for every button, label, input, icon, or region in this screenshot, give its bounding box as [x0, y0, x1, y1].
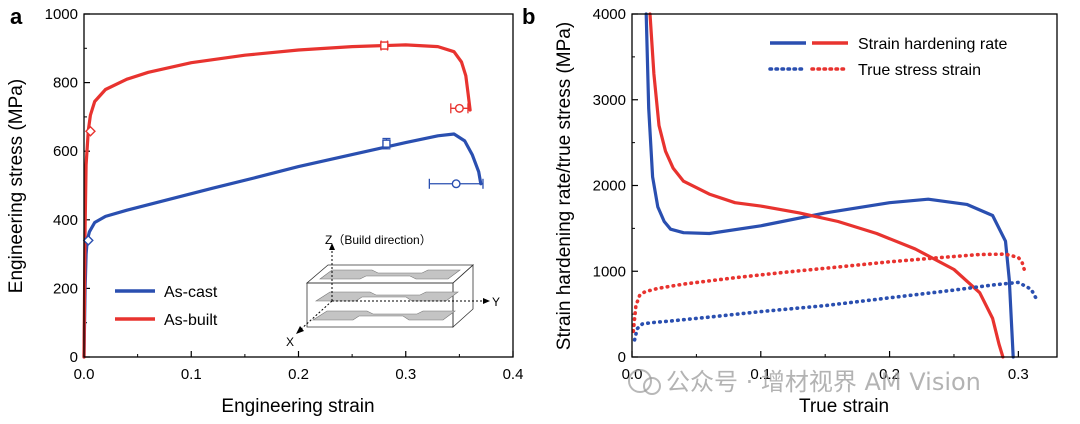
panel-b-plot-frame	[631, 13, 1058, 358]
y-tick-label: 0	[618, 349, 626, 366]
marker-as-cast-circle	[451, 179, 461, 189]
y-tick-label: 800	[53, 75, 78, 92]
marker-as-cast-square	[382, 139, 391, 148]
y-tick-label: 600	[53, 143, 78, 160]
panel-a-x-axis-label: Engineering strain	[221, 396, 374, 417]
y-tick-label: 200	[53, 280, 78, 297]
inset-specimens	[311, 269, 461, 321]
watermark: 公众号 · 增材视界 AM Vision	[628, 368, 981, 396]
panel-b-y-axis-label: Strain hardening rate/true stress (MPa)	[554, 22, 575, 350]
x-tick-label: 0.3	[395, 366, 416, 383]
y-tick-label: 1000	[593, 263, 626, 280]
marker-as-cast-diamond	[82, 234, 94, 246]
legend-label-as-cast: As-cast	[164, 284, 218, 301]
inset-x-label: X	[286, 335, 294, 349]
series-line-true-stress-strain-as-cast	[632, 280, 1040, 342]
panel-b-x-axis-label: True strain	[799, 396, 889, 417]
marker-as-built-diamond	[84, 125, 96, 137]
legend-label-strain-hardening-rate: Strain hardening rate	[858, 36, 1008, 53]
watermark-text: 公众号 · 增材视界 AM Vision	[666, 368, 981, 396]
legend-label-true-stress-strain: True stress strain	[858, 62, 981, 79]
panel-a-y-tick-labels: 0 200 400 600 800 1000	[45, 6, 78, 366]
panel-a-x-tick-labels: 0.0 0.1 0.2 0.3 0.4	[74, 366, 524, 383]
x-tick-label: 0.0	[74, 366, 95, 383]
marker-as-built-square	[380, 41, 389, 50]
legend-label-as-built: As-built	[164, 312, 218, 329]
x-tick-label: 0.1	[181, 366, 202, 383]
y-tick-label: 1000	[45, 6, 78, 23]
x-tick-label: 0.3	[1008, 366, 1029, 383]
x-tick-label: 0.2	[288, 366, 309, 383]
y-tick-label: 4000	[593, 6, 626, 23]
marker-as-built-circle	[454, 103, 464, 113]
x-tick-label: 0.1	[750, 366, 771, 383]
x-tick-label: 0.2	[879, 366, 900, 383]
series-line-strain-hardening-rate-as-cast	[644, 12, 1015, 359]
panel-a-legend: As-cast As-built	[115, 284, 218, 329]
inset-y-label: Y	[492, 295, 500, 309]
panel-a-markers	[82, 40, 484, 246]
inset-axes	[296, 243, 490, 334]
panel-b-label: b	[522, 4, 535, 29]
y-tick-label: 0	[70, 349, 78, 366]
y-tick-label: 2000	[593, 178, 626, 195]
panel-a-label: a	[10, 4, 23, 29]
y-tick-label: 3000	[593, 92, 626, 109]
panel-b-series	[631, 12, 1040, 359]
wechat-icon-bubble	[643, 377, 661, 395]
series-line-strain-hardening-rate-as-built	[648, 12, 1005, 359]
panel-a-y-axis-label: Engineering stress (MPa)	[6, 79, 27, 293]
series-line-true-stress-strain-as-built	[631, 252, 1027, 334]
panel-b-legend: Strain hardening rate True stress strain	[768, 36, 1008, 79]
inset-z-label: Z（Build direction）	[325, 233, 432, 247]
panel-a: a 0.0 0.1 0.2 0.3 0.4 0 200 400 600 800 1000 Engi…	[6, 4, 523, 417]
wechat-icon	[628, 369, 652, 393]
panel-a-plot-frame	[83, 13, 514, 358]
x-tick-label: 0.4	[503, 366, 524, 383]
panel-b-y-tick-labels: 0 1000 2000 3000 4000	[593, 6, 626, 366]
y-tick-label: 400	[53, 212, 78, 229]
build-direction-inset: Z（Build direction） Y X	[286, 233, 500, 349]
